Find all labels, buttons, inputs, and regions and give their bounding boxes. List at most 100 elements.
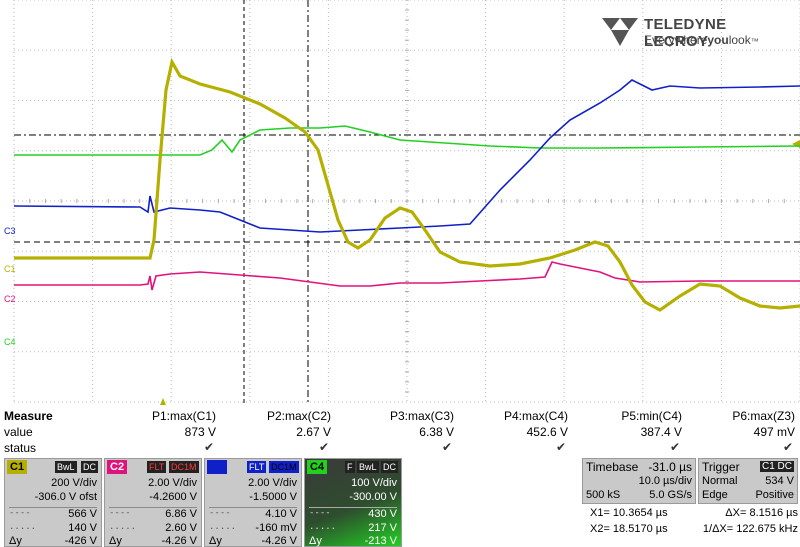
measure-param-name[interactable]: P3:max(C3) bbox=[389, 409, 454, 423]
channel-tag-c4: C4 bbox=[307, 460, 328, 474]
c2-dy: -4.26 V bbox=[161, 535, 197, 547]
timebase-delay: -31.0 µs bbox=[648, 460, 692, 474]
measure-param-name[interactable]: P5:min(C4) bbox=[621, 409, 682, 423]
measure-status-check-icon: ✔ bbox=[318, 440, 329, 454]
badge-flt: FLT bbox=[247, 461, 267, 473]
measure-param-value: 452.6 V bbox=[526, 425, 568, 439]
trigger-channel: C1 DC bbox=[759, 461, 794, 472]
trace-c4 bbox=[14, 125, 800, 156]
logo-tagline-a: Everywhere bbox=[644, 33, 708, 47]
measure-param-value: 497 mV bbox=[753, 425, 795, 439]
timebase-tdiv: 10.0 µs/div bbox=[638, 475, 692, 487]
measure-param-value: 873 V bbox=[184, 425, 216, 439]
axis-label-c3[interactable]: C3 bbox=[4, 226, 16, 236]
c3-offset: -1.5000 V bbox=[249, 491, 297, 503]
trace-c3 bbox=[13, 79, 800, 233]
channel-tag-c1: C1 bbox=[7, 460, 28, 474]
cursor-readout: X1= 10.3654 µs ΔX= 8.1516 µs X2= 18.5170… bbox=[582, 505, 800, 545]
c1-dy: -426 V bbox=[64, 535, 97, 547]
measure-param-name[interactable]: P4:max(C4) bbox=[503, 409, 568, 423]
c2-offset: -4.2600 V bbox=[149, 491, 197, 503]
badge-dc: DC bbox=[381, 461, 398, 473]
timebase-label: Timebase bbox=[586, 460, 639, 474]
c1-cursor1: 566 V bbox=[68, 508, 97, 520]
c1-offset: -306.0 V ofst bbox=[34, 491, 97, 503]
axis-label-c1[interactable]: C1 bbox=[4, 264, 16, 274]
c1-vdiv: 200 V/div bbox=[51, 477, 97, 489]
axis-label-c2[interactable]: C2 bbox=[4, 294, 16, 304]
c4-offset: -300.00 V bbox=[349, 491, 397, 503]
badge-flt: FLT bbox=[147, 461, 167, 473]
c2-cursor2: 2.60 V bbox=[165, 522, 197, 534]
badge-bwl: BwL bbox=[55, 461, 77, 473]
badge-bwl: BwL bbox=[357, 461, 379, 473]
channel-tag-c3: C3 bbox=[207, 460, 228, 474]
c3-cursor2: -160 mV bbox=[255, 522, 297, 534]
channel-tag-c2: C2 bbox=[107, 460, 128, 474]
c2-vdiv: 2.00 V/div bbox=[148, 477, 197, 489]
logo-mark-icon bbox=[602, 18, 638, 46]
c3-cursor1: 4.10 V bbox=[265, 508, 297, 520]
c4-cursor2: 217 V bbox=[368, 522, 397, 534]
timebase-box[interactable]: Timebase -31.0 µs 10.0 µs/div 500 kS 5.0… bbox=[582, 458, 696, 504]
c4-vdiv: 100 V/div bbox=[351, 477, 397, 489]
logo-tagline-c: look bbox=[728, 33, 751, 47]
channel-box-c1[interactable]: C1 BwL DC 200 V/div -306.0 V ofst ---- 5… bbox=[4, 458, 102, 547]
cursor-x1: X1= 10.3654 µs bbox=[590, 507, 668, 519]
measure-param-value: 2.67 V bbox=[296, 425, 331, 439]
c3-dy-label: Δy bbox=[209, 535, 222, 547]
logo-tagline: Everywhereyoulook™ bbox=[644, 33, 759, 47]
measure-row-value-label: value bbox=[4, 425, 33, 439]
measure-status-check-icon: ✔ bbox=[555, 440, 566, 454]
c4-dy-label: Δy bbox=[309, 535, 322, 547]
logo-tm: ™ bbox=[750, 37, 759, 46]
measure-status-check-icon: ✔ bbox=[203, 440, 214, 454]
c4-cursor1: 430 V bbox=[368, 508, 397, 520]
measure-param-name[interactable]: P1:max(C1) bbox=[151, 409, 216, 423]
c3-vdiv: 2.00 V/div bbox=[248, 477, 297, 489]
badge-dc1m: DC1M bbox=[169, 461, 199, 473]
channel-box-c3[interactable]: C3 FLT DC1M 2.00 V/div -1.5000 V ---- 4.… bbox=[204, 458, 302, 547]
measure-param-value: 387.4 V bbox=[640, 425, 682, 439]
teledyne-lecroy-logo: TELEDYNE LECROY Everywhereyoulook™ bbox=[602, 14, 792, 50]
c2-cursor1: 6.86 V bbox=[165, 508, 197, 520]
badge-dc: DC bbox=[81, 461, 98, 473]
trace-c2 bbox=[14, 261, 800, 291]
measure-param-name[interactable]: P6:max(Z3) bbox=[732, 409, 795, 423]
axis-label-c4[interactable]: C4 bbox=[4, 337, 16, 347]
timebase-samples: 500 kS bbox=[586, 489, 621, 501]
timebase-rate: 5.0 GS/s bbox=[649, 489, 692, 501]
trace-c1 bbox=[14, 57, 800, 312]
trigger-box[interactable]: Trigger C1 DC Normal 534 V Edge Positive bbox=[698, 458, 798, 504]
measure-param-name[interactable]: P2:max(C2) bbox=[266, 409, 331, 423]
trigger-mode: Normal bbox=[702, 475, 738, 487]
c4-dy: -213 V bbox=[364, 535, 397, 547]
badge-f: F bbox=[345, 461, 355, 473]
measure-header: Measure bbox=[4, 409, 53, 423]
trigger-level: 534 V bbox=[765, 475, 794, 487]
measure-row-status-label: status bbox=[4, 441, 37, 455]
cursor-inv-dx: 1/ΔX= 122.675 kHz bbox=[702, 523, 798, 535]
measure-status-check-icon: ✔ bbox=[441, 440, 452, 454]
c2-dy-label: Δy bbox=[109, 535, 122, 547]
waveform-grid[interactable] bbox=[0, 0, 800, 405]
logo-tagline-b: you bbox=[707, 33, 729, 47]
c3-dy: -4.26 V bbox=[261, 535, 297, 547]
measure-table[interactable]: Measure value status P1:max(C1) 873 V ✔ P2:… bbox=[0, 405, 800, 457]
cursor-dx: ΔX= 8.1516 µs bbox=[725, 507, 798, 519]
cursor-x2: X2= 18.5170 µs bbox=[590, 523, 668, 535]
c1-cursor2: 140 V bbox=[68, 522, 97, 534]
badge-dc1m: DC1M bbox=[269, 461, 299, 473]
measure-status-check-icon: ✔ bbox=[669, 440, 680, 454]
trigger-position-marker[interactable] bbox=[160, 398, 166, 405]
logo-brand-text: TELEDYNE LECROY bbox=[644, 16, 727, 50]
trigger-slope: Positive bbox=[755, 489, 794, 501]
channel-box-c4[interactable]: C4 F BwL DC 100 V/div -300.00 V ---- 430… bbox=[304, 458, 402, 547]
channel-box-c2[interactable]: C2 FLT DC1M 2.00 V/div -4.2600 V ---- 6.… bbox=[104, 458, 202, 547]
c1-dy-label: Δy bbox=[9, 535, 22, 547]
measure-status-check-icon: ✔ bbox=[782, 440, 793, 454]
measure-param-value: 6.38 V bbox=[419, 425, 454, 439]
trigger-label: Trigger bbox=[702, 460, 740, 474]
trigger-type: Edge bbox=[702, 489, 728, 501]
